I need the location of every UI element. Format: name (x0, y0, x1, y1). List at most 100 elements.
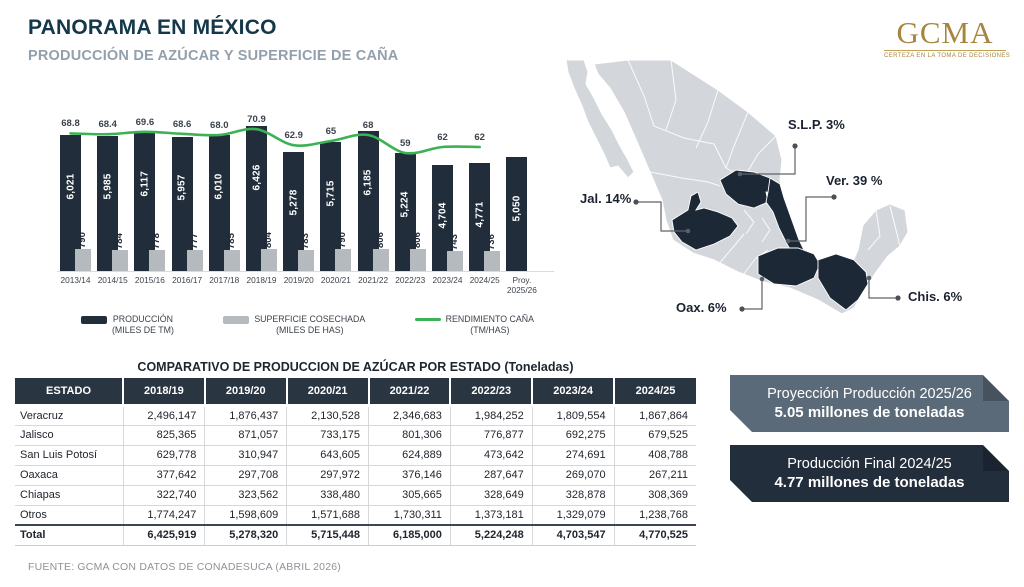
state-oaxaca (757, 247, 821, 287)
map-label-jal: Jal. 14% (580, 191, 632, 206)
superficie-bar-value: 783 (300, 232, 312, 249)
table-cell: 5,715,448 (286, 524, 370, 546)
table-row-total: Total 6,425,919 5,278,320 5,715,448 6,185,00… (15, 524, 696, 546)
superficie-bar (223, 249, 240, 271)
production-bar (283, 151, 305, 271)
production-bar-value: 6,185 (362, 169, 374, 196)
chart-legend: PRODUCCIÓN (MILES DE TM) SUPERFICIE COSE… (55, 314, 560, 336)
table-cell: 629,778 (123, 445, 206, 466)
production-bar (357, 131, 379, 271)
legend-rendimiento-name: RENDIMIENTO CAÑA (445, 314, 534, 324)
rendimiento-line-swatch (414, 318, 441, 321)
yield-value: 68 (362, 120, 374, 131)
production-bar-value: 4,704 (437, 202, 448, 229)
production-bar-value: 6,117 (139, 171, 151, 197)
callout-proyeccion-2025-26: Proyección Producción 2025/26 5.05 millo… (730, 375, 1009, 432)
table-cell: 1,876,437 (204, 405, 288, 426)
table-cell: 297,972 (286, 465, 370, 486)
production-bar-value: 5,224 (399, 191, 411, 218)
superficie-bar (447, 250, 463, 271)
superficie-bar (335, 249, 352, 271)
table-cell: 4,703,547 (532, 524, 615, 546)
table-cell: San Luis Potosí (15, 445, 124, 466)
superficie-bar-value: 743 (449, 233, 460, 250)
production-bar (246, 126, 267, 271)
table-cell: 1,598,609 (204, 505, 288, 526)
legend-superficie-name: SUPERFICIE COSECHADA (254, 314, 366, 324)
callout-value: 4.77 millones de toneladas (774, 474, 965, 491)
table-cell: 6,185,000 (368, 524, 451, 546)
production-bar-value: 5,957 (176, 174, 188, 201)
superficie-bar (484, 250, 501, 271)
production-bar (394, 153, 416, 271)
state-chiapas (817, 253, 869, 311)
table-cell: 2,346,683 (368, 405, 451, 426)
production-bar-value: 4,771 (474, 201, 486, 228)
legend-item-superficie: SUPERFICIE COSECHADA (MILES DE HAS) (223, 314, 365, 336)
production-bar-value: 5,278 (288, 189, 300, 216)
leader-lines (638, 148, 896, 310)
legend-item-produccion: PRODUCCIÓN (MILES DE TM) (81, 314, 174, 336)
callout-title: Proyección Producción 2025/26 (767, 386, 972, 402)
yield-value: 65 (325, 126, 337, 137)
table-cell: 801,306 (368, 425, 451, 446)
leader-dots (633, 143, 901, 312)
superficie-bar-value: 778 (151, 232, 163, 249)
callout-produccion-final-2024-25: Producción Final 2024/25 4.77 millones d… (730, 445, 1009, 502)
page-subtitle: PRODUCCIÓN DE AZÚCAR Y SUPERFICIE DE CAÑ… (28, 48, 399, 64)
table-cell: 871,057 (204, 425, 288, 446)
table-cell: 328,649 (450, 485, 533, 506)
superficie-bar (409, 249, 426, 271)
callout-boxes: Proyección Producción 2025/26 5.05 millo… (730, 375, 1009, 515)
table-row-otros: Otros 1,774,247 1,598,609 1,571,688 1,730,31… (15, 505, 696, 526)
fold-corner (983, 445, 1009, 471)
table-cell: 825,365 (123, 425, 206, 446)
production-bar-value: 6,426 (251, 163, 262, 190)
table-cell: 473,642 (450, 445, 533, 466)
production-bar (60, 135, 81, 271)
source-footnote: FUENTE: GCMA CON DATOS DE CONADESUCA (AB… (28, 561, 342, 573)
table-cell: Total (15, 524, 124, 546)
table-header-cell: ESTADO (15, 378, 124, 407)
table-cell: 408,788 (614, 445, 696, 466)
table-cell: 297,708 (204, 465, 288, 486)
table-cell: 5,224,248 (450, 524, 533, 546)
table-row-veracruz: Veracruz 2,496,147 1,876,437 2,130,528 2,346… (15, 405, 696, 426)
table-cell: 692,275 (532, 425, 615, 446)
production-bar-value: 5,715 (325, 180, 337, 207)
yield-value: 68.4 (98, 119, 117, 131)
table-cell: 274,691 (532, 445, 615, 466)
x-axis-category: 2019/20 (283, 275, 314, 285)
x-axis-category: 2018/19 (246, 275, 277, 285)
page-header: PANORAMA EN MÉXICO PRODUCCIÓN DE AZÚCAR … (28, 16, 398, 64)
table-cell: Chiapas (15, 485, 124, 506)
table-cell: 776,877 (450, 425, 533, 446)
produccion-bar-swatch (81, 316, 107, 324)
table-cell: 1,774,247 (123, 505, 206, 526)
production-bar (432, 164, 453, 271)
table-cell: 5,278,320 (204, 524, 288, 546)
production-bar (208, 135, 230, 271)
callout-title: Producción Final 2024/25 (787, 456, 952, 472)
table-cell: 328,878 (532, 485, 615, 506)
table-title: COMPARATIVO DE PRODUCCION DE AZÚCAR POR … (137, 360, 574, 374)
superficie-bar-value: 784 (114, 232, 126, 249)
table-cell: 624,889 (368, 445, 451, 466)
superficie-bar (149, 249, 166, 271)
map-label-slp: S.L.P. 3% (788, 117, 845, 132)
superficie-bar (372, 249, 389, 271)
x-axis-category: Proy. 2025/26 (506, 275, 537, 295)
table-cell: 733,175 (286, 425, 370, 446)
yield-value: 62 (437, 132, 448, 143)
table-cell: 305,665 (368, 485, 451, 506)
callout-value: 5.05 millones de toneladas (774, 404, 965, 421)
table-row-oaxaca: Oaxaca 377,642 297,708 297,972 376,146 287,64… (15, 465, 696, 486)
legend-item-rendimiento: RENDIMIENTO CAÑA (TM/HAS) (414, 314, 534, 336)
superficie-bar-value: 736 (486, 234, 498, 250)
legend-superficie-unit: (MILES DE HAS) (276, 325, 344, 335)
highlighted-states (671, 169, 869, 311)
yield-value: 69.6 (135, 116, 155, 128)
x-axis-line (57, 271, 554, 272)
table-cell: 2,496,147 (123, 405, 206, 426)
production-bar-value: 5,985 (102, 173, 114, 200)
